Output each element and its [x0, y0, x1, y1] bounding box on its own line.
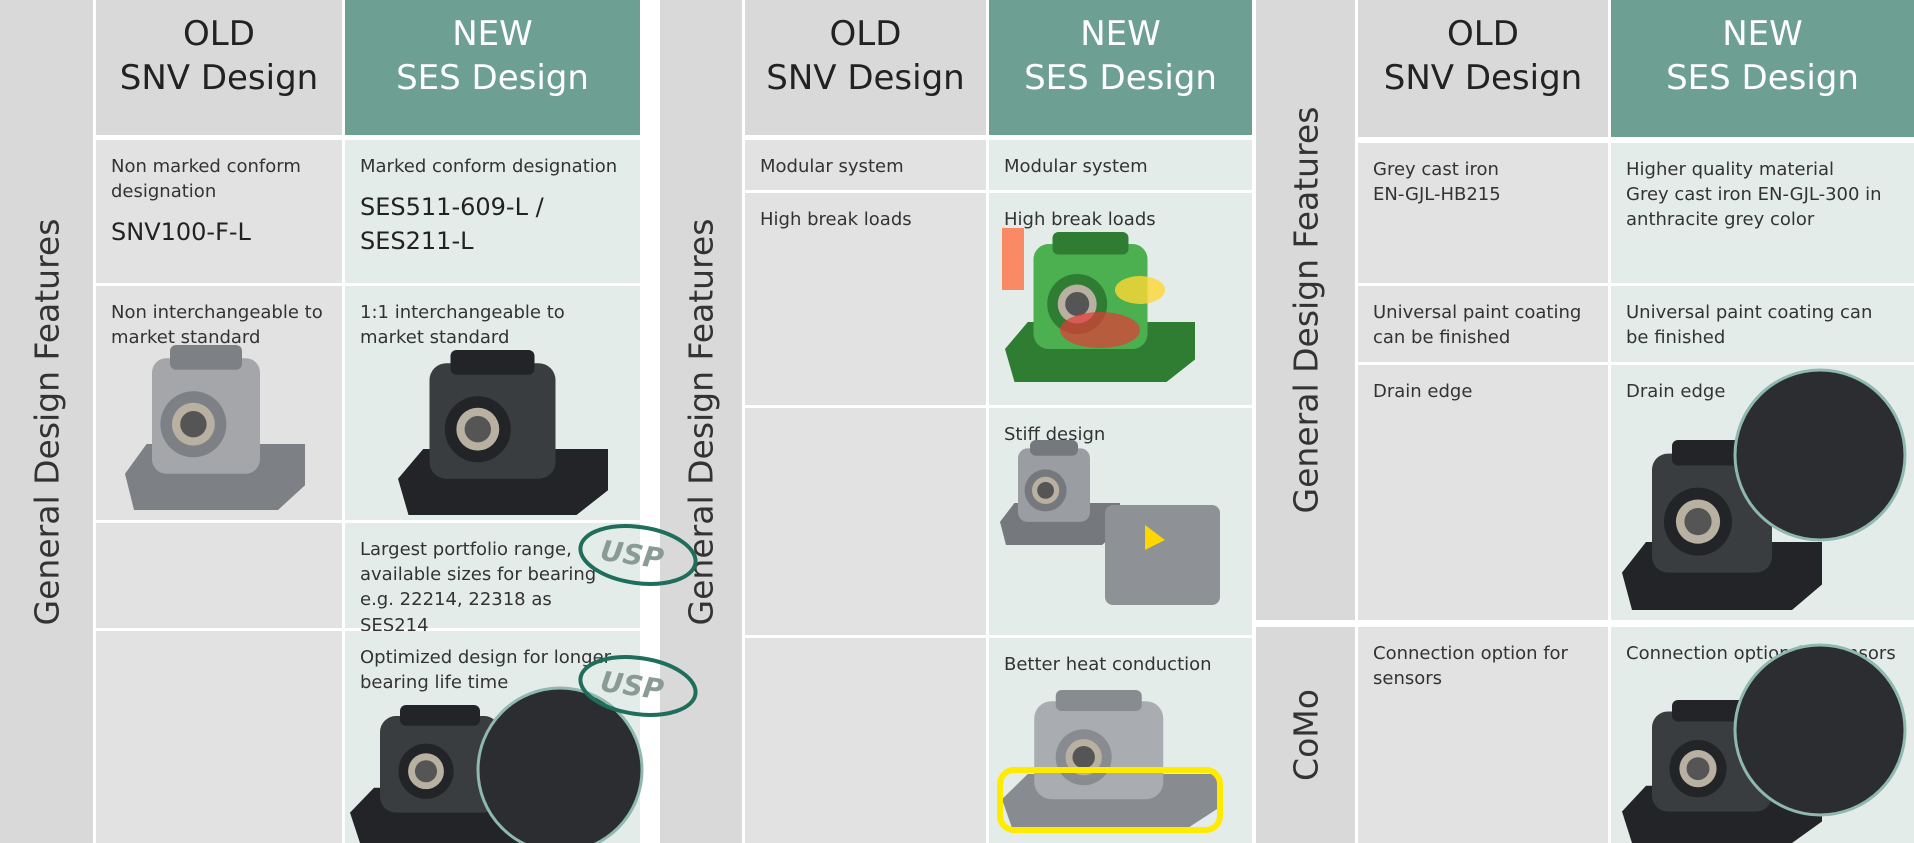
feature-text: Non interchangeable to market standard: [111, 302, 323, 349]
feature-cell: Drain edge: [1611, 365, 1914, 620]
feature-text: Universal paint coating can be finished: [1626, 302, 1873, 349]
feature-cell: High break loads: [989, 193, 1252, 405]
feature-text: 1:1 interchangeable to market standard: [360, 302, 565, 349]
feature-text: Universal paint coating can be finished: [1373, 302, 1582, 349]
column-header: NEW SES Design: [989, 0, 1252, 135]
feature-text: Drain edge: [1373, 381, 1473, 402]
feature-text: High break loads: [760, 209, 912, 230]
feature-cell: Non interchangeable to market standard: [96, 286, 342, 520]
designation-code: SNV100-F-L: [111, 218, 251, 247]
feature-cell: Universal paint coating can be finished: [1358, 286, 1608, 362]
feature-text: Better heat conduction: [1004, 654, 1212, 675]
designation-code: SES511-609-L / SES211-L: [360, 193, 544, 255]
header-line: NEW: [1080, 14, 1161, 54]
feature-text: Largest portfolio range, available sizes…: [360, 539, 597, 636]
feature-text: Grey cast iron EN-GJL-300 in anthracite …: [1626, 184, 1882, 231]
feature-cell: Largest portfolio range, available sizes…: [345, 523, 640, 636]
feature-cell: Optimized design for longer bearing life…: [345, 631, 640, 843]
side-panel: General Design Features: [1256, 0, 1355, 620]
feature-cell: Better heat conduction: [989, 638, 1252, 843]
header-line: SNV Design: [119, 58, 319, 99]
side-panel: General Design Features: [660, 0, 742, 843]
feature-text: Connection option for sensors: [1626, 643, 1896, 664]
feature-text: Modular system: [1004, 156, 1148, 177]
feature-cell: Connection option for sensors: [1358, 627, 1608, 843]
header-line: NEW: [1722, 14, 1803, 54]
feature-cell: [96, 523, 342, 628]
feature-text: EN-GJL-HB215: [1373, 184, 1501, 206]
column-header: OLD SNV Design: [745, 0, 986, 135]
feature-text: Grey cast iron: [1373, 159, 1499, 180]
feature-cell: 1:1 interchangeable to market standard: [345, 286, 640, 520]
column-header: OLD SNV Design: [1358, 0, 1608, 137]
header-line: SES Design: [1666, 58, 1859, 99]
feature-text: Stiff design: [1004, 424, 1106, 445]
feature-text: Higher quality material: [1626, 159, 1834, 180]
feature-text: Marked conform designation: [360, 156, 618, 177]
column-header: NEW SES Design: [1611, 0, 1914, 137]
feature-cell: Stiff design: [989, 408, 1252, 635]
feature-cell: [745, 638, 986, 843]
side-label: General Design Features: [27, 218, 66, 625]
feature-cell: Modular system: [989, 140, 1252, 190]
header-line: OLD: [829, 14, 902, 54]
header-line: SNV Design: [1383, 58, 1583, 99]
feature-cell: Connection option for sensors: [1611, 627, 1914, 843]
feature-cell: Drain edge: [1358, 365, 1608, 620]
column-header: NEW SES Design: [345, 0, 640, 135]
feature-cell: Marked conform designation SES511-609-L /…: [345, 140, 640, 283]
feature-cell: Universal paint coating can be finished: [1611, 286, 1914, 362]
feature-cell: Higher quality material Grey cast iron EN…: [1611, 143, 1914, 283]
header-line: OLD: [1447, 14, 1519, 54]
feature-cell: [96, 631, 342, 843]
feature-cell: [745, 408, 986, 635]
feature-text: Drain edge: [1626, 381, 1726, 402]
feature-text: Optimized design for longer bearing life…: [360, 647, 612, 694]
side-label: CoMo: [1286, 689, 1325, 781]
feature-text: High break loads: [1004, 209, 1156, 230]
header-line: NEW: [452, 14, 533, 54]
side-label: General Design Features: [1286, 106, 1325, 514]
feature-text: Connection option for sensors: [1373, 643, 1568, 690]
header-line: SES Design: [396, 58, 589, 99]
side-panel: CoMo: [1256, 627, 1355, 843]
feature-cell: Modular system: [745, 140, 986, 190]
feature-cell: High break loads: [745, 193, 986, 405]
feature-cell: Non marked conform designation SNV100-F-L: [96, 140, 342, 283]
header-line: SNV Design: [766, 58, 965, 99]
feature-cell: Grey cast iron EN-GJL-HB215: [1358, 143, 1608, 283]
feature-text: Non marked conform designation: [111, 156, 301, 203]
column-header: OLD SNV Design: [96, 0, 342, 135]
feature-text: Modular system: [760, 156, 904, 177]
side-panel: General Design Features: [0, 0, 93, 843]
header-line: OLD: [183, 14, 255, 54]
header-line: SES Design: [1024, 58, 1217, 99]
side-label: General Design Features: [681, 218, 721, 625]
